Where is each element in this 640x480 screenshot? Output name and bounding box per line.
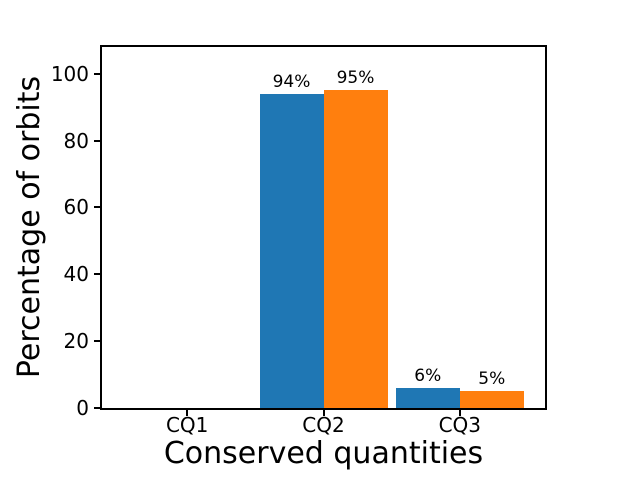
y-tick-mark xyxy=(94,206,100,209)
y-tick-mark xyxy=(94,139,100,142)
y-tick-label: 20 xyxy=(63,329,89,354)
bar-cq3-series-1 xyxy=(395,387,460,408)
x-tick-label: CQ2 xyxy=(302,413,345,437)
x-tick-mark xyxy=(186,410,189,416)
bar-cq2-series-1 xyxy=(259,93,324,408)
y-tick-label: 60 xyxy=(63,195,89,220)
bar-cq2-series-2 xyxy=(323,90,388,408)
bar-cq3-series-2 xyxy=(459,391,524,408)
y-tick-mark xyxy=(94,340,100,343)
bar-value-label: 6% xyxy=(414,365,442,386)
y-tick-label: 0 xyxy=(76,396,89,420)
plot-area xyxy=(100,45,547,410)
y-tick-mark xyxy=(94,407,100,409)
y-tick-label: 80 xyxy=(63,128,89,153)
x-tick-label: CQ1 xyxy=(165,413,209,437)
bar-value-label: 95% xyxy=(336,68,375,89)
y-tick-label: 40 xyxy=(63,262,89,287)
x-tick-label: CQ3 xyxy=(438,413,482,437)
bar-value-label: 94% xyxy=(272,71,311,92)
x-axis-label: Conserved quantities xyxy=(163,436,484,471)
y-tick-mark xyxy=(94,273,100,276)
bar-value-label: 5% xyxy=(478,369,506,390)
y-tick-label: 100 xyxy=(50,61,89,86)
y-tick-mark xyxy=(94,72,100,75)
x-tick-mark xyxy=(322,410,325,416)
x-tick-mark xyxy=(458,410,461,416)
